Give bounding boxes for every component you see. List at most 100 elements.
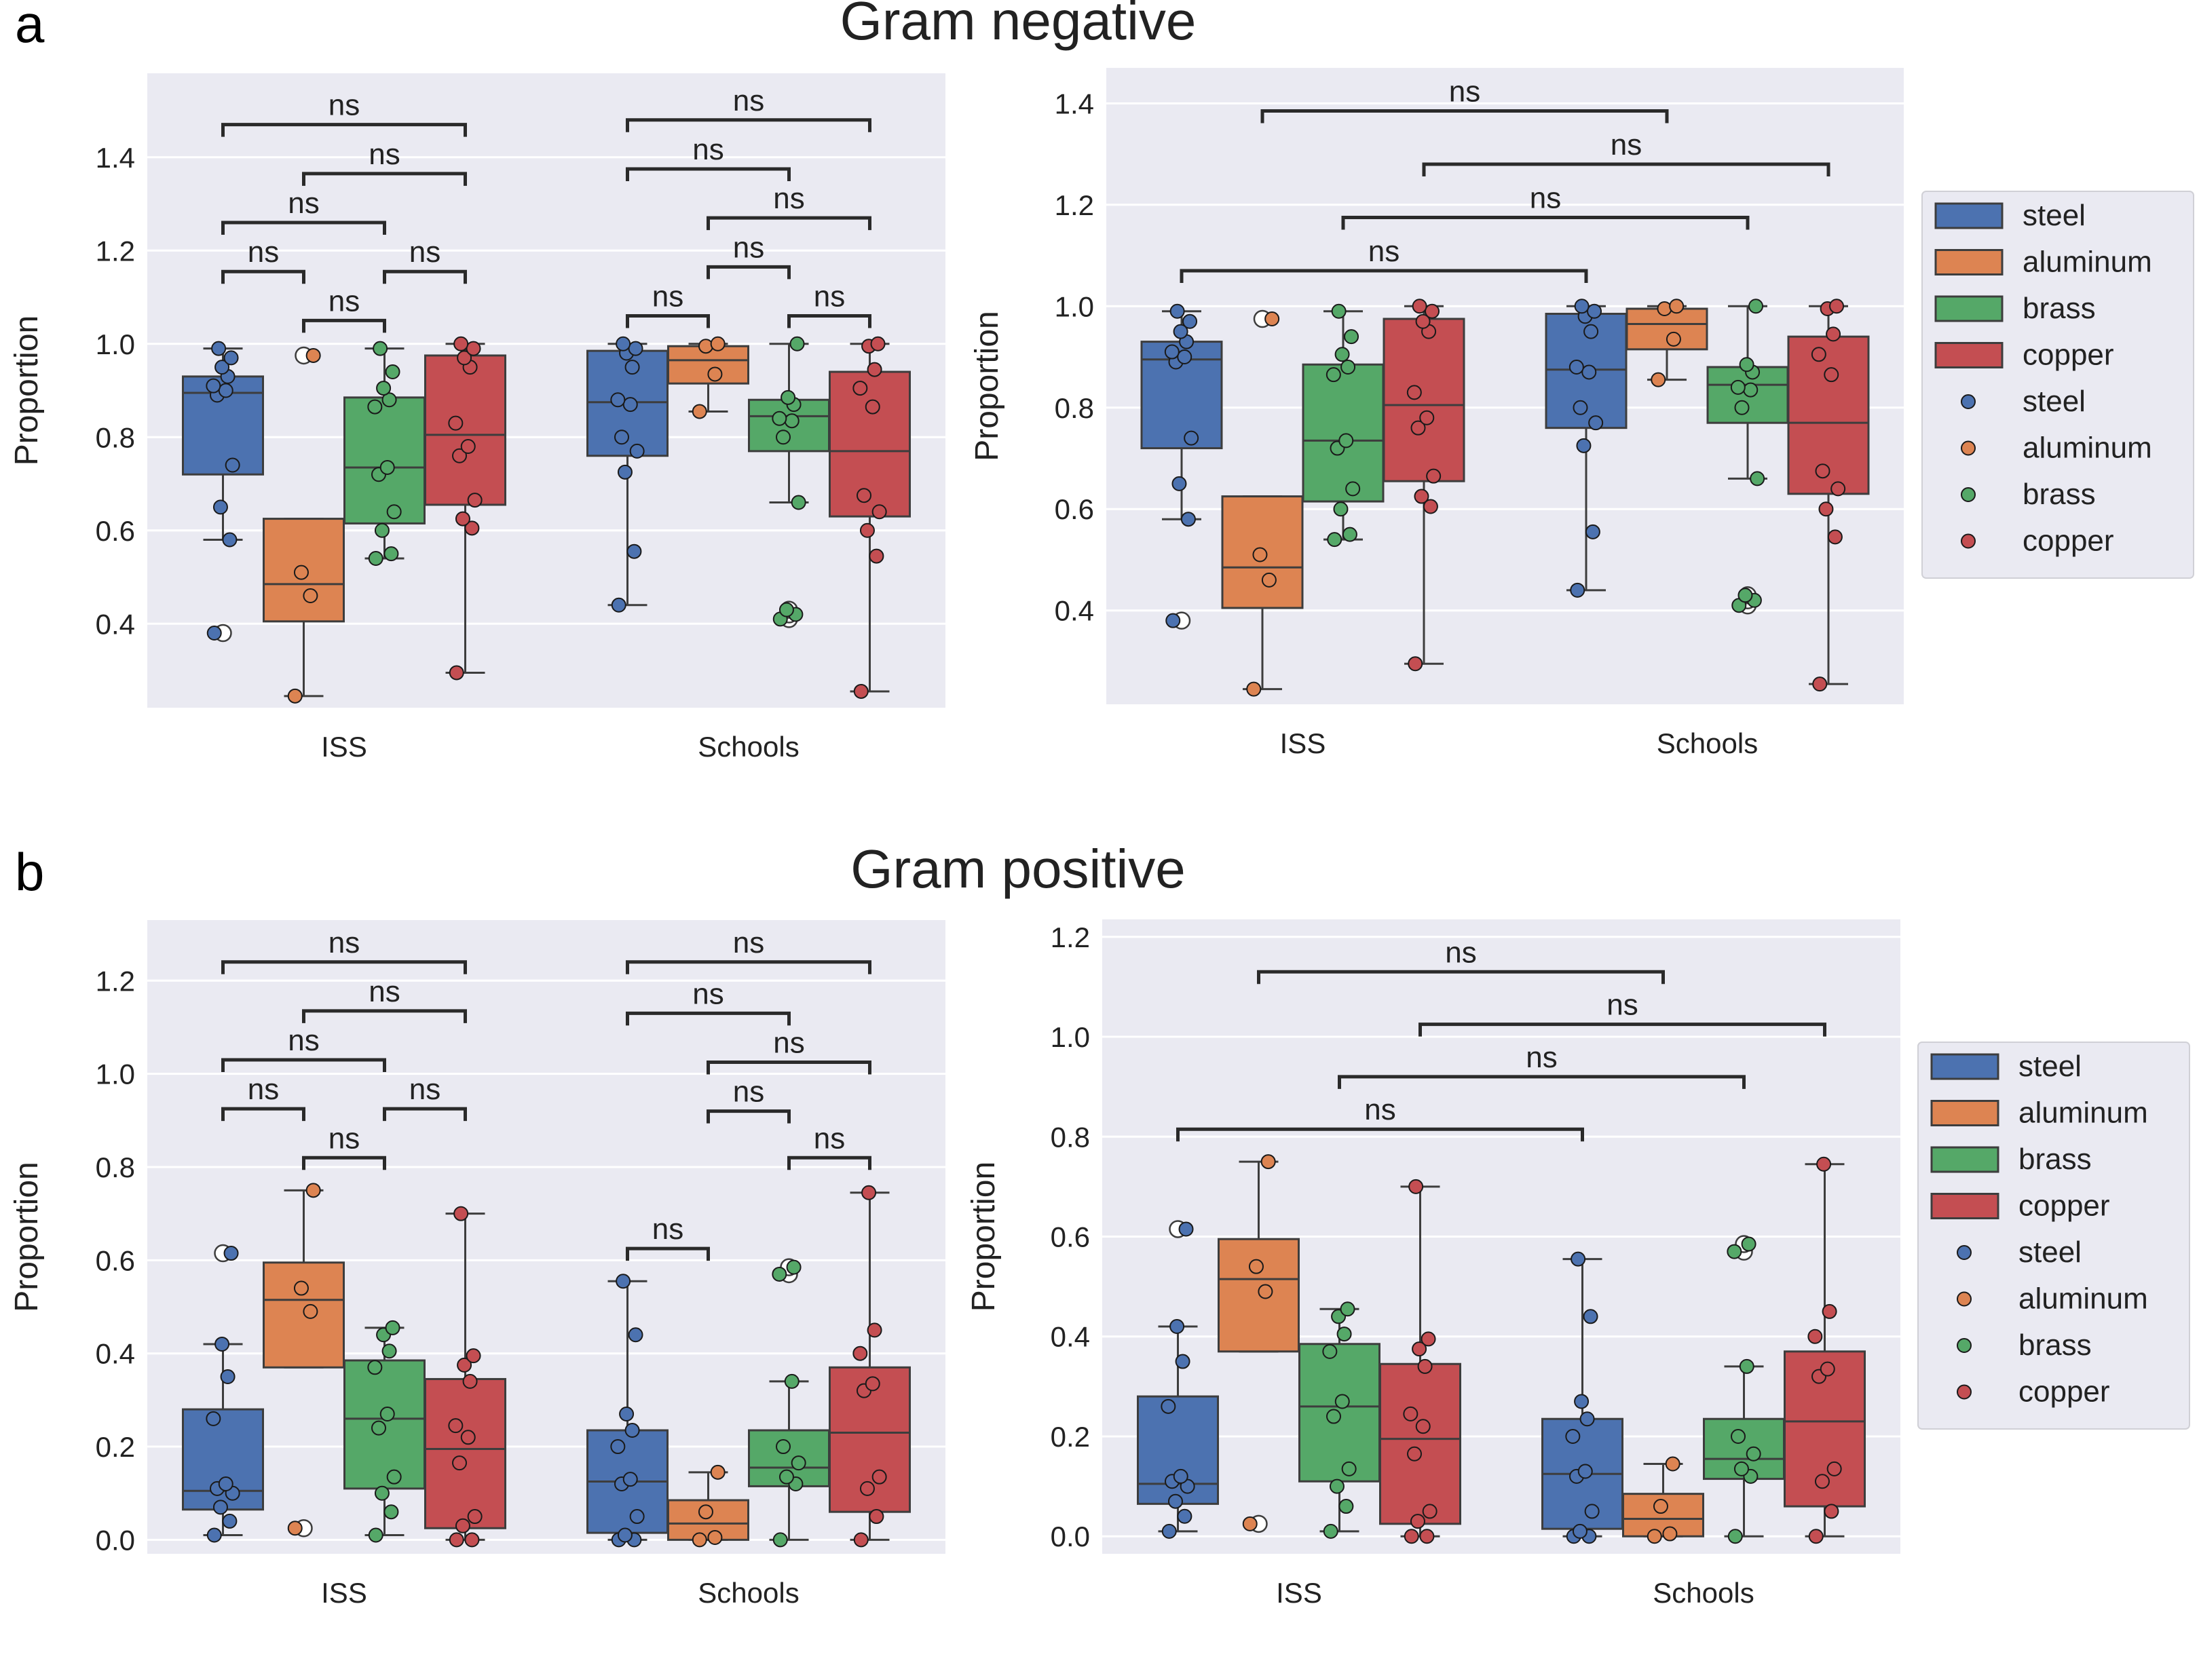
point-copper xyxy=(852,1345,868,1361)
point-copper xyxy=(460,439,476,454)
point-aluminum xyxy=(1258,1284,1273,1299)
legend-label-aluminum: aluminum xyxy=(2023,246,2152,279)
point-brass xyxy=(1326,1409,1342,1424)
point-steel xyxy=(1169,1319,1185,1335)
point-copper xyxy=(1808,1529,1824,1544)
point-steel xyxy=(1583,324,1599,339)
y-tick-label: 0.6 xyxy=(96,1244,135,1276)
point-steel xyxy=(1576,438,1592,453)
point-copper xyxy=(449,1532,464,1548)
point-aluminum xyxy=(293,1280,309,1296)
significance-label: ns xyxy=(692,977,723,1010)
point-brass xyxy=(1733,1461,1749,1476)
point-copper xyxy=(867,1322,882,1338)
point-brass xyxy=(1741,1236,1756,1252)
significance-label: ns xyxy=(328,926,360,959)
point-copper xyxy=(1820,1361,1835,1377)
point-steel xyxy=(624,360,640,375)
point-brass xyxy=(1341,1461,1357,1476)
legend-frame xyxy=(1921,191,2194,579)
point-brass xyxy=(1743,382,1759,398)
panel-letter-a: a xyxy=(15,0,45,54)
point-aluminum xyxy=(1647,1529,1662,1544)
y-axis-label: Proportion xyxy=(9,316,45,465)
significance-label: ns xyxy=(288,187,319,220)
box-copper xyxy=(1379,1362,1461,1525)
significance-label: ns xyxy=(288,1024,319,1057)
point-copper xyxy=(457,1357,472,1373)
point-copper xyxy=(467,1509,483,1525)
point-copper xyxy=(1419,1529,1435,1544)
point-brass xyxy=(373,341,388,356)
point-steel xyxy=(611,597,626,613)
point-brass xyxy=(1730,379,1746,395)
legend-swatch-copper xyxy=(1934,342,2004,368)
legend-swatch-brass xyxy=(1930,1146,1999,1173)
point-brass xyxy=(1336,1326,1352,1342)
point-steel xyxy=(1177,1508,1192,1524)
chart-a-left: 0.4 0.6 0.8 1.0 1.2 1.4 ISS Schools Proportion ns… xyxy=(9,73,945,763)
point-copper xyxy=(1426,468,1442,484)
point-steel xyxy=(1169,303,1185,319)
point-steel xyxy=(218,383,233,398)
point-brass xyxy=(776,1439,791,1455)
point-brass xyxy=(383,1504,399,1520)
point-steel xyxy=(1167,1493,1183,1509)
point-copper xyxy=(1423,499,1438,514)
point-brass xyxy=(1340,359,1356,375)
point-brass xyxy=(772,1266,787,1282)
point-copper xyxy=(460,1430,476,1445)
legend-swatch-aluminum xyxy=(1930,1100,1999,1126)
chart-a-right: 0.4 0.6 0.8 1.0 1.2 1.4 ISS Schools Proportion ns… xyxy=(969,68,1904,759)
legend-point-label-brass: brass xyxy=(2023,478,2096,511)
point-copper xyxy=(1410,1514,1425,1529)
point-copper xyxy=(867,362,882,377)
point-brass xyxy=(381,1343,397,1359)
point-copper xyxy=(1812,676,1828,692)
legend-label-copper: copper xyxy=(2018,1189,2110,1223)
significance-bracket xyxy=(1176,1127,1584,1142)
y-axis-label: Proportion xyxy=(966,1162,1002,1312)
point-brass xyxy=(791,495,806,510)
point-brass xyxy=(386,1469,402,1485)
y-tick-label: 0.6 xyxy=(1055,493,1094,525)
panel-letter-b: b xyxy=(15,842,44,902)
significance-bracket xyxy=(221,1107,305,1122)
point-copper xyxy=(859,1481,875,1496)
significance-bracket xyxy=(383,1107,467,1122)
legend-point-label-steel: steel xyxy=(2023,385,2086,418)
legend-marker-aluminum xyxy=(1957,1291,1972,1307)
y-axis-label: Proportion xyxy=(9,1162,45,1312)
point-steel xyxy=(212,499,228,515)
point-brass xyxy=(1327,532,1342,548)
point-copper xyxy=(466,341,481,356)
legend-marker-brass xyxy=(1957,1338,1972,1353)
y-tick-label: 1.2 xyxy=(96,965,135,997)
point-steel xyxy=(1568,359,1584,375)
legend-label-brass: brass xyxy=(2023,292,2096,325)
point-copper xyxy=(455,1518,470,1533)
legend-label-steel: steel xyxy=(2018,1050,2082,1083)
box-copper xyxy=(1383,318,1465,482)
significance-bracket xyxy=(787,1156,871,1170)
significance-bracket xyxy=(1422,162,1830,177)
point-aluminum xyxy=(1669,299,1685,314)
point-steel xyxy=(220,1369,236,1385)
point-brass xyxy=(1739,1358,1754,1374)
y-tick-label: 1.0 xyxy=(1051,1021,1090,1053)
significance-bracket xyxy=(707,1060,871,1075)
point-copper xyxy=(1811,347,1826,362)
point-steel xyxy=(1571,1251,1586,1267)
point-brass xyxy=(1323,1523,1338,1539)
point-copper xyxy=(1412,1341,1427,1357)
point-brass xyxy=(1322,1343,1338,1359)
legend-marker-steel xyxy=(1957,1245,1972,1260)
significance-label: ns xyxy=(814,280,845,313)
point-copper xyxy=(1408,1179,1424,1194)
point-brass xyxy=(1334,347,1350,362)
point-copper xyxy=(464,1532,480,1548)
point-steel xyxy=(1572,1523,1587,1539)
box-aluminum xyxy=(1218,1238,1300,1353)
point-steel xyxy=(1583,1309,1598,1324)
point-steel xyxy=(225,457,240,473)
